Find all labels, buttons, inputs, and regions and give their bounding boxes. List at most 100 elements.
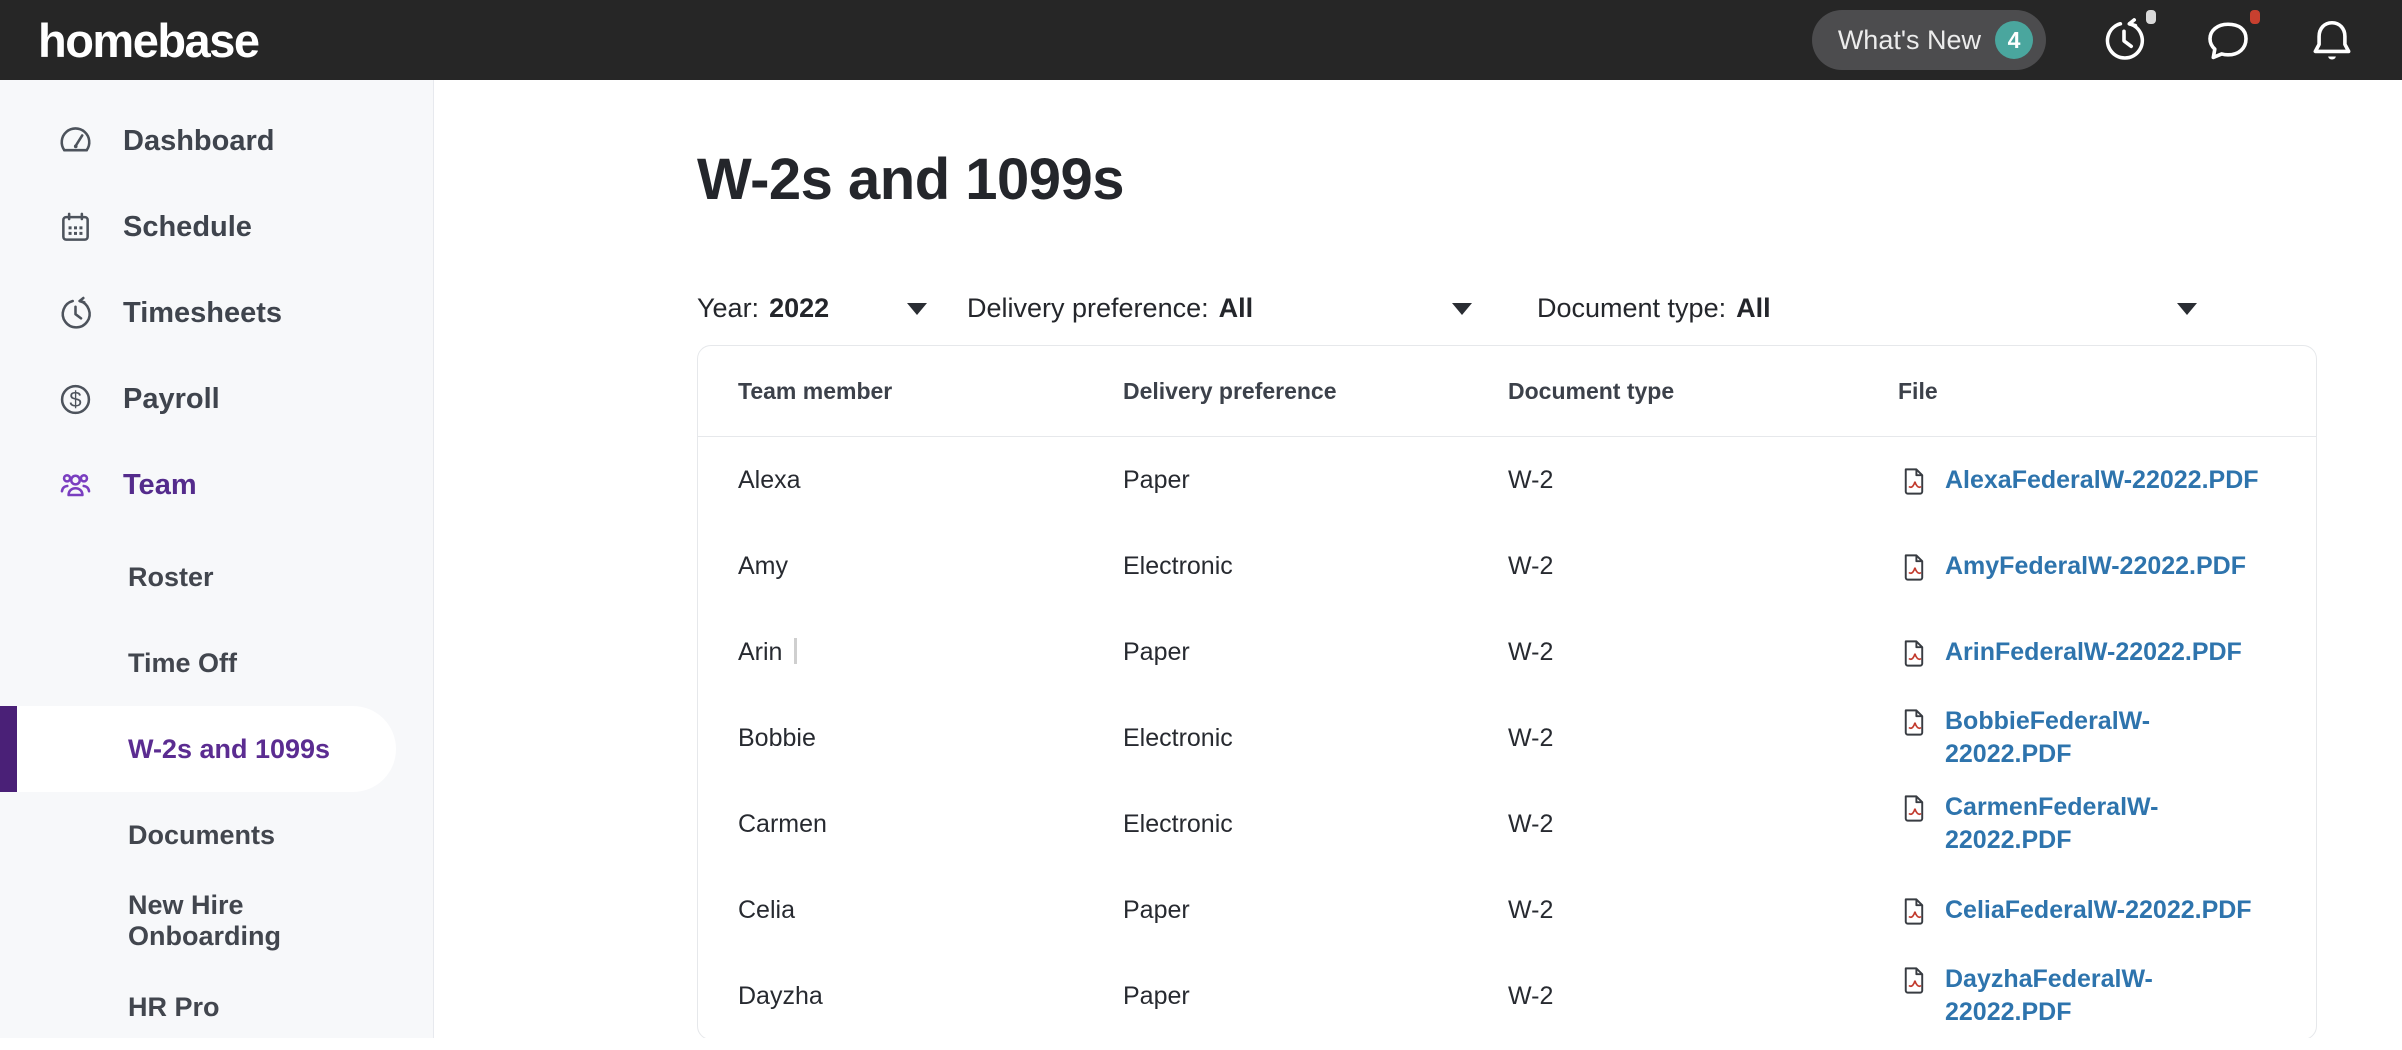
page-title: W-2s and 1099s (697, 147, 1125, 212)
delivery-preference-cell: Electronic (1123, 551, 1233, 580)
sidebar-item-dashboard[interactable]: Dashboard (0, 98, 433, 184)
sidebar-item-schedule[interactable]: Schedule (0, 184, 433, 270)
team-member-cell: Celia (738, 895, 795, 924)
sidebar-item-payroll[interactable]: $ Payroll (0, 356, 433, 442)
bell-icon (2313, 20, 2351, 60)
sidebar-item-w2s-and-1099s[interactable]: W-2s and 1099s (0, 706, 396, 792)
team-member-name: Arin (738, 637, 783, 666)
column-header-team-member: Team member (738, 377, 893, 404)
team-subnav: Roster Time Off W-2s and 1099s Documents… (0, 534, 433, 1050)
homebase-logo[interactable]: homebase (38, 13, 260, 67)
top-bar: homebase What's New 4 (0, 0, 2402, 80)
file-cell: CarmenFederalW-22022.PDF (1898, 791, 2316, 857)
people-icon (60, 473, 91, 496)
clock-icon (61, 296, 91, 329)
sidebar-item-team[interactable]: Team (0, 442, 433, 528)
whats-new-count-badge: 4 (1995, 21, 2033, 59)
sidebar-subitem-label: Time Off (128, 647, 238, 678)
sidebar-item-time-off[interactable]: Time Off (0, 620, 396, 706)
file-download-link[interactable]: ArinFederalW-22022.PDF (1945, 637, 2242, 666)
pdf-file-icon (1904, 709, 1924, 736)
file-cell: BobbieFederalW-22022.PDF (1898, 705, 2316, 771)
sidebar-item-documents[interactable]: Documents (0, 792, 396, 878)
notifications-button[interactable] (2306, 14, 2358, 66)
messages-icon (2208, 22, 2248, 60)
file-cell: DayzhaFederalW-22022.PDF (1898, 963, 2316, 1029)
document-type-cell: W-2 (1508, 637, 1554, 666)
table-row: Bobbie Electronic W-2 BobbieFederalW-220… (698, 695, 2316, 781)
file-cell: AlexaFederalW-22022.PDF (1898, 464, 2316, 497)
sidebar: Dashboard Schedule Timesheets $ Payroll (0, 80, 434, 1038)
svg-text:$: $ (69, 387, 81, 412)
file-cell: AmyFederalW-22022.PDF (1898, 550, 2316, 583)
delivery-filter-value: All (1218, 293, 1254, 323)
documents-table: Team member Delivery preference Document… (697, 345, 2317, 1038)
file-cell: CeliaFederalW-22022.PDF (1898, 894, 2316, 927)
sidebar-item-roster[interactable]: Roster (0, 534, 396, 620)
document-type-filter-dropdown[interactable]: Document type: All (1537, 293, 2197, 324)
delivery-preference-cell: Electronic (1123, 809, 1233, 838)
calendar-icon (62, 212, 89, 241)
column-header-delivery-preference: Delivery preference (1123, 377, 1337, 404)
time-clock-button[interactable] (2098, 10, 2156, 66)
delivery-preference-cell: Paper (1123, 465, 1190, 494)
pdf-file-icon (1904, 967, 1924, 994)
table-row: Carmen Electronic W-2 CarmenFederalW-220… (698, 781, 2316, 867)
chevron-down-icon (2177, 302, 2197, 315)
file-download-link[interactable]: DayzhaFederalW-22022.PDF (1945, 965, 2153, 1026)
whats-new-button[interactable]: What's New 4 (1811, 10, 2046, 70)
sidebar-item-new-hire-onboarding[interactable]: New Hire Onboarding (0, 878, 396, 964)
team-member-cell: Alexa (738, 465, 801, 494)
file-download-link[interactable]: AlexaFederalW-22022.PDF (1945, 465, 2259, 494)
sidebar-subitem-label: HR Pro (128, 991, 220, 1022)
table-row: Alexa Paper W-2 AlexaFederalW-22022.PDF (698, 437, 2316, 523)
table-row: Celia Paper W-2 CeliaFederalW-22022.PDF (698, 867, 2316, 953)
delivery-preference-filter-dropdown[interactable]: Delivery preference: All (967, 293, 1472, 324)
document-type-cell: W-2 (1508, 551, 1554, 580)
messages-button[interactable] (2202, 10, 2260, 66)
sidebar-subitem-label: New Hire Onboarding (128, 890, 281, 951)
sidebar-subitem-label: W-2s and 1099s (128, 733, 331, 764)
team-member-cell: Dayzha (738, 981, 823, 1010)
status-dot (2146, 10, 2156, 24)
file-download-link[interactable]: CeliaFederalW-22022.PDF (1945, 895, 2252, 924)
document-type-cell: W-2 (1508, 809, 1554, 838)
main-content: W-2s and 1099s Year: 2022 Delivery prefe… (434, 80, 2402, 1038)
document-type-cell: W-2 (1508, 895, 1554, 924)
dollar-circle-icon: $ (60, 384, 91, 414)
table-row: Amy Electronic W-2 AmyFederalW-22022.PDF (698, 523, 2316, 609)
file-cell: ArinFederalW-22022.PDF (1898, 636, 2316, 669)
delivery-preference-cell: Paper (1123, 637, 1190, 666)
filters-row: Year: 2022 Delivery preference: All Docu… (697, 293, 2402, 324)
time-clock-icon (2105, 18, 2145, 60)
sidebar-item-hr-pro[interactable]: HR Pro (0, 964, 396, 1050)
doctype-filter-value: All (1736, 293, 1771, 323)
sidebar-item-label: Timesheets (123, 296, 283, 329)
file-download-link[interactable]: AmyFederalW-22022.PDF (1945, 551, 2247, 580)
file-download-link[interactable]: BobbieFederalW-22022.PDF (1945, 707, 2151, 768)
delivery-preference-cell: Paper (1123, 981, 1190, 1010)
sidebar-subitem-label: Roster (128, 561, 214, 592)
document-type-cell: W-2 (1508, 465, 1554, 494)
sidebar-item-label: Team (123, 468, 197, 501)
sidebar-subitem-label: Documents (128, 819, 276, 850)
team-member-cell: Arin (738, 637, 1123, 667)
chevron-down-icon (1452, 302, 1472, 315)
unread-dot (2250, 10, 2260, 24)
file-download-link[interactable]: CarmenFederalW-22022.PDF (1945, 793, 2159, 854)
sidebar-item-label: Schedule (123, 210, 252, 243)
text-cursor-artifact (794, 637, 798, 664)
pdf-file-icon (1904, 897, 1924, 925)
whats-new-label: What's New (1837, 24, 1981, 55)
year-filter-value: 2022 (769, 293, 830, 323)
sidebar-item-label: Dashboard (123, 124, 275, 157)
sidebar-item-timesheets[interactable]: Timesheets (0, 270, 433, 356)
delivery-filter-label: Delivery preference: (967, 293, 1209, 323)
document-type-cell: W-2 (1508, 981, 1554, 1010)
sidebar-item-label: Payroll (123, 382, 220, 415)
document-type-cell: W-2 (1508, 723, 1554, 752)
year-filter-dropdown[interactable]: Year: 2022 (697, 293, 927, 324)
delivery-preference-cell: Electronic (1123, 723, 1233, 752)
table-header-row: Team member Delivery preference Document… (698, 346, 2316, 437)
pdf-file-icon (1904, 795, 1924, 822)
